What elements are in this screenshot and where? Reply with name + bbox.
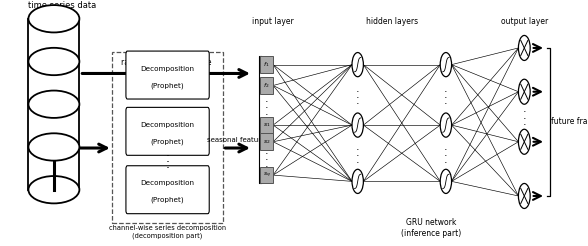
Text: ·: · — [166, 162, 169, 175]
Ellipse shape — [28, 133, 79, 161]
Text: future frames: future frames — [551, 117, 588, 126]
FancyBboxPatch shape — [260, 133, 273, 150]
Text: ·: · — [444, 158, 447, 168]
Text: (Prophet): (Prophet) — [151, 82, 185, 89]
Circle shape — [440, 113, 452, 137]
Text: ·: · — [265, 162, 268, 172]
Text: output layer: output layer — [500, 17, 548, 26]
Circle shape — [519, 129, 530, 154]
Text: Decomposition: Decomposition — [141, 66, 195, 72]
Text: ·: · — [265, 97, 268, 107]
Circle shape — [519, 79, 530, 104]
Text: raw features of a frame: raw features of a frame — [121, 58, 211, 67]
Text: ·: · — [444, 87, 447, 97]
Text: ·: · — [523, 108, 526, 118]
Circle shape — [440, 53, 452, 77]
Text: ·: · — [356, 99, 359, 109]
Text: ·: · — [444, 151, 447, 161]
FancyBboxPatch shape — [126, 51, 209, 99]
Text: Decomposition: Decomposition — [141, 181, 195, 186]
Text: ·: · — [356, 158, 359, 168]
Text: time series data: time series data — [28, 1, 96, 10]
Ellipse shape — [28, 48, 79, 75]
FancyBboxPatch shape — [126, 107, 209, 155]
Text: ·: · — [444, 99, 447, 109]
Text: ·: · — [166, 156, 169, 169]
Text: ·: · — [523, 120, 526, 130]
Text: ·: · — [356, 145, 359, 155]
Text: ·: · — [265, 103, 268, 113]
Text: $s_q$: $s_q$ — [263, 170, 270, 180]
FancyBboxPatch shape — [260, 117, 273, 133]
Text: ·: · — [265, 149, 268, 159]
Text: ·: · — [265, 155, 268, 166]
Text: ·: · — [166, 150, 169, 163]
Circle shape — [352, 53, 363, 77]
Text: $s_2$: $s_2$ — [263, 138, 270, 146]
FancyBboxPatch shape — [260, 56, 273, 73]
FancyBboxPatch shape — [126, 166, 209, 214]
Text: seasonal features: seasonal features — [207, 137, 269, 143]
Circle shape — [519, 35, 530, 61]
Text: ·: · — [444, 93, 447, 103]
Circle shape — [440, 169, 452, 193]
Text: GRU network
(inference part): GRU network (inference part) — [401, 218, 462, 238]
Text: Decomposition: Decomposition — [141, 122, 195, 128]
Text: $f_2$: $f_2$ — [263, 81, 270, 90]
Text: ·: · — [356, 87, 359, 97]
Ellipse shape — [28, 176, 79, 203]
Text: (Prophet): (Prophet) — [151, 197, 185, 203]
Text: hidden layers: hidden layers — [366, 17, 418, 26]
Text: ·: · — [356, 93, 359, 103]
Text: ·: · — [444, 145, 447, 155]
Text: channel-wise series decomposition
(decomposition part): channel-wise series decomposition (decom… — [109, 225, 226, 239]
Text: ·: · — [523, 114, 526, 124]
Circle shape — [352, 113, 363, 137]
Text: ·: · — [356, 151, 359, 161]
Ellipse shape — [28, 91, 79, 118]
Text: input layer: input layer — [252, 17, 294, 26]
Text: (Prophet): (Prophet) — [151, 138, 185, 145]
Text: ·: · — [265, 110, 268, 120]
FancyBboxPatch shape — [260, 77, 273, 94]
Bar — [28, 19, 79, 190]
Circle shape — [519, 184, 530, 208]
Ellipse shape — [28, 5, 79, 32]
Text: $s_1$: $s_1$ — [263, 121, 270, 129]
Text: $f_1$: $f_1$ — [263, 60, 270, 69]
Circle shape — [352, 169, 363, 193]
FancyBboxPatch shape — [260, 167, 273, 184]
